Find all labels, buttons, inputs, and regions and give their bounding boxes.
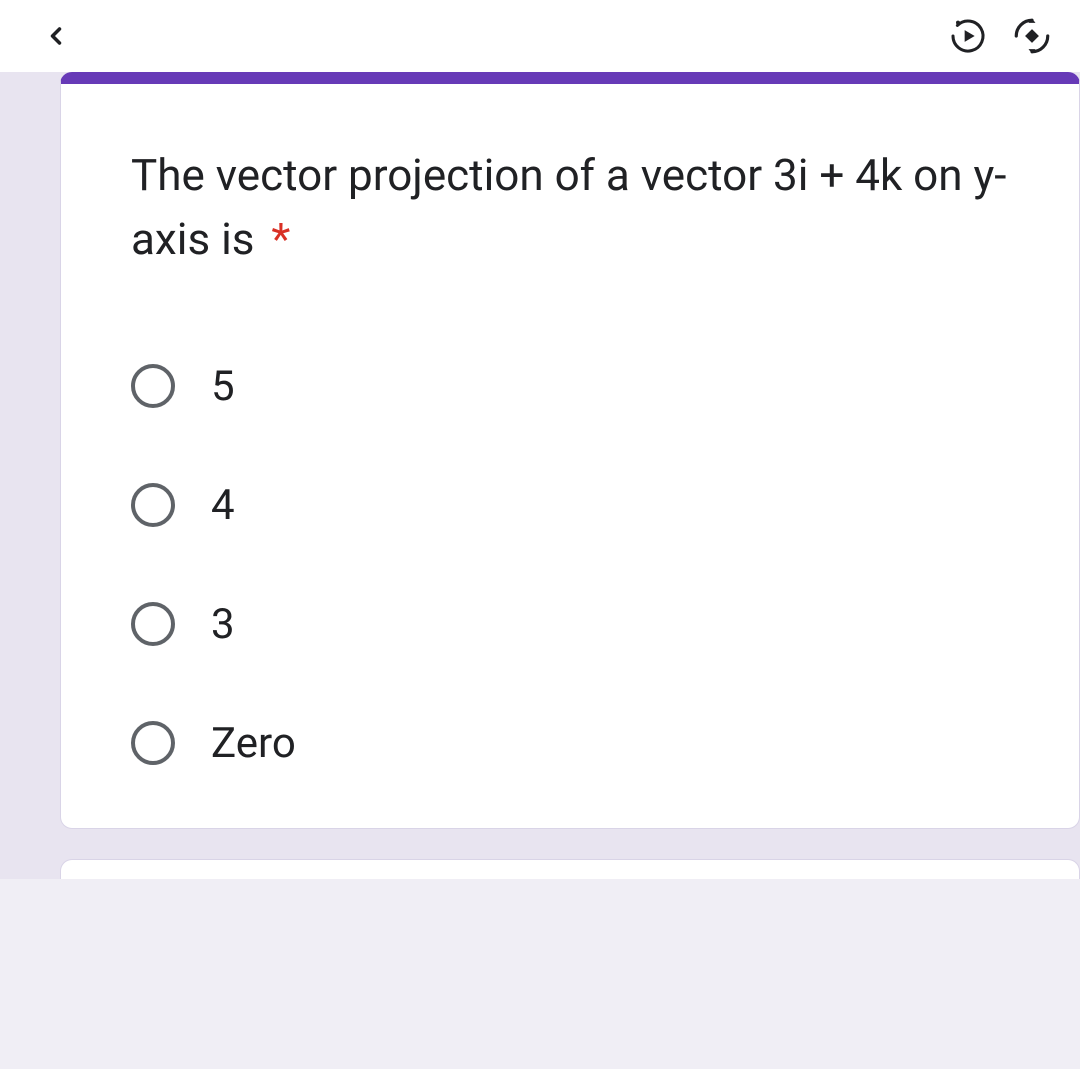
options-group: 5 4 3 Zero [131,362,1019,768]
option-label: 4 [211,481,235,530]
option-row[interactable]: 4 [131,481,1019,530]
top-bar [0,0,1080,72]
radio-icon [131,364,175,408]
option-label: 5 [211,362,235,411]
radio-icon [131,721,175,765]
radio-icon [131,483,175,527]
question-card: The vector projection of a vector 3i + 4… [60,72,1080,829]
next-card-peek [60,859,1080,879]
option-row[interactable]: Zero [131,719,1019,768]
rotate-diamond-icon [1011,15,1053,57]
question-text-value: The vector projection of a vector 3i + 4… [131,149,1006,265]
option-label: 3 [211,600,235,649]
rotate-button[interactable] [1008,12,1056,60]
radio-icon [131,602,175,646]
back-button[interactable] [32,12,80,60]
play-refresh-button[interactable] [944,12,992,60]
required-indicator: * [271,213,290,265]
play-circle-icon [948,16,988,56]
content-area: The vector projection of a vector 3i + 4… [0,72,1080,879]
question-text: The vector projection of a vector 3i + 4… [131,144,1019,272]
chevron-left-icon [42,14,70,58]
option-label: Zero [211,719,296,768]
option-row[interactable]: 3 [131,600,1019,649]
option-row[interactable]: 5 [131,362,1019,411]
